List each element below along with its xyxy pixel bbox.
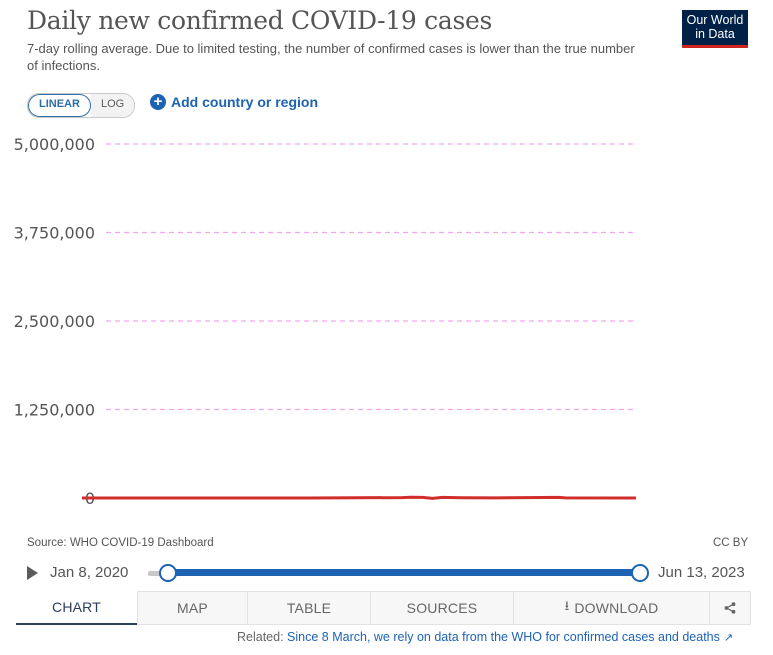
tab-map[interactable]: MAP	[137, 591, 248, 625]
y-tick-label: 2,500,000	[14, 312, 95, 331]
add-country-label: Add country or region	[171, 94, 318, 110]
external-link-icon[interactable]: ↗	[723, 632, 734, 644]
y-tick-label: 1,250,000	[14, 401, 95, 420]
related-link[interactable]: Since 8 March, we rely on data from the …	[287, 630, 720, 644]
series-line[interactable]	[82, 495, 637, 500]
license-link[interactable]: CC BY	[713, 537, 749, 549]
scale-log-button[interactable]: LOG	[90, 94, 135, 117]
tab-chart[interactable]: CHART	[16, 591, 137, 625]
scale-toggle: LINEAR LOG	[27, 93, 136, 118]
plus-circle-icon: +	[150, 94, 166, 110]
tab-table[interactable]: TABLE	[248, 591, 371, 625]
logo-line-1: Our World	[686, 13, 744, 27]
add-country-button[interactable]: + Add country or region	[150, 94, 318, 110]
y-tick-label: 5,000,000	[14, 135, 95, 154]
related-note: Related: Since 8 March, we rely on data …	[237, 630, 733, 644]
related-prefix: Related:	[237, 630, 284, 644]
tab-download[interactable]: ⭳ DOWNLOAD	[514, 591, 710, 625]
chart-subtitle: 7-day rolling average. Due to limited te…	[27, 41, 635, 73]
timeline-start-handle[interactable]	[159, 564, 177, 582]
tab-sources[interactable]: SOURCES	[371, 591, 514, 625]
y-tick-label: 3,750,000	[14, 224, 95, 243]
download-icon: ⭳	[564, 598, 570, 613]
timeline-end-handle[interactable]	[631, 564, 649, 582]
owid-logo[interactable]: Our World in Data	[682, 10, 748, 48]
play-icon[interactable]	[27, 566, 38, 580]
timeline-end-date: Jun 13, 2023	[658, 564, 745, 581]
share-icon	[724, 602, 736, 614]
share-button[interactable]	[710, 591, 751, 625]
source-text: Source: WHO COVID-19 Dashboard	[27, 537, 214, 549]
timeline-start-date: Jan 8, 2020	[50, 564, 129, 581]
logo-line-2: in Data	[695, 27, 735, 41]
tab-download-label: DOWNLOAD	[574, 600, 659, 616]
timeline-track-inactive	[148, 571, 168, 576]
chart-title: Daily new confirmed COVID-19 cases	[27, 6, 493, 35]
timeline-track[interactable]	[167, 569, 640, 576]
chart-tabs: CHART MAP TABLE SOURCES ⭳ DOWNLOAD	[16, 591, 751, 625]
scale-linear-button[interactable]: LINEAR	[28, 94, 91, 117]
